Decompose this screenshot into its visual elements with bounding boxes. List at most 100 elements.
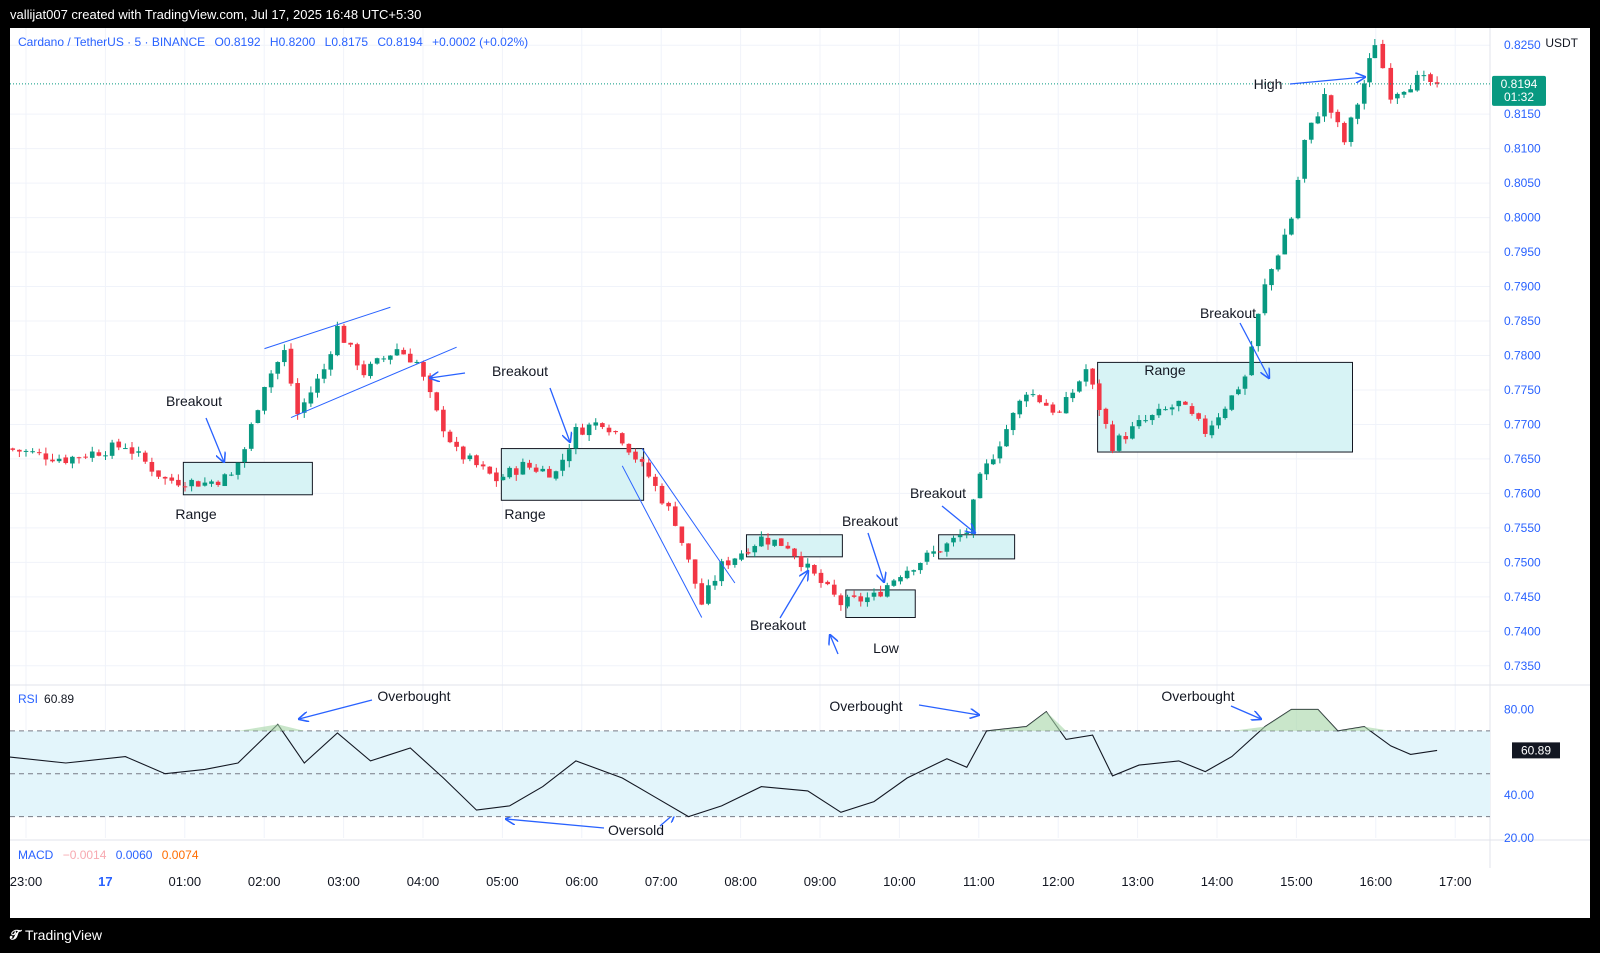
- candle-body: [1315, 116, 1321, 124]
- time-tick-label: 15:00: [1280, 874, 1313, 889]
- rsi-legend[interactable]: RSI 60.89: [18, 692, 74, 706]
- tv-logo-icon: 𝓣: [10, 927, 20, 942]
- candle-body: [891, 580, 897, 586]
- candle-body: [1189, 406, 1195, 414]
- annotation-label: Breakout: [492, 363, 548, 379]
- candle-body: [109, 442, 115, 456]
- currency-label[interactable]: USDT: [1545, 36, 1578, 50]
- candle-body: [454, 441, 459, 447]
- candle-body: [361, 364, 367, 376]
- candle-body: [666, 502, 671, 507]
- candle-body: [838, 595, 844, 606]
- candle-body: [520, 461, 526, 475]
- countdown-value: 01:32: [1504, 90, 1534, 104]
- last-price-value: 0.8194: [1501, 77, 1538, 91]
- annotation-arrow: [430, 373, 466, 378]
- attribution-text: vallijat007 created with TradingView.com…: [10, 7, 422, 22]
- candle-body: [1063, 397, 1069, 414]
- candle-body: [692, 559, 698, 584]
- candle-body: [633, 451, 638, 460]
- candle-body: [494, 472, 499, 482]
- candle-body: [407, 353, 413, 363]
- candle-body: [871, 592, 877, 597]
- symbol-name[interactable]: Cardano / TetherUS · 5 · BINANCE: [18, 35, 206, 49]
- range-box: [182, 461, 313, 496]
- time-tick-label: 04:00: [407, 874, 440, 889]
- candle-body: [262, 386, 267, 411]
- candle-body: [229, 474, 234, 476]
- candle-body: [434, 392, 440, 411]
- candle-body: [533, 467, 539, 472]
- macd-legend[interactable]: MACD −0.0014 0.0060 0.0074: [18, 848, 205, 862]
- candle-body: [1130, 426, 1135, 439]
- time-tick-label: 16:00: [1360, 874, 1393, 889]
- candle-body: [831, 584, 837, 595]
- candle-body: [659, 485, 665, 504]
- price-tick-label: 0.7600: [1504, 486, 1541, 500]
- time-tick-label: 08:00: [724, 874, 757, 889]
- annotation-label: Breakout: [910, 485, 966, 501]
- candle-body: [56, 458, 62, 462]
- candle-body: [971, 499, 976, 534]
- candle-body: [1275, 255, 1281, 270]
- time-tick-label: 01:00: [169, 874, 202, 889]
- candle-body: [626, 443, 632, 453]
- candle-body: [447, 431, 453, 443]
- candle-body: [500, 476, 506, 481]
- tradingview-logo[interactable]: 𝓣 TradingView: [10, 927, 102, 943]
- candle-body: [931, 551, 936, 554]
- annotation-label: Breakout: [750, 617, 806, 633]
- candle-body: [136, 451, 141, 453]
- price-tick-label: 0.8050: [1504, 176, 1541, 190]
- time-tick-label: 11:00: [963, 874, 995, 889]
- candle-body: [374, 358, 380, 364]
- macd-label[interactable]: MACD: [18, 848, 54, 862]
- candle-body: [1302, 139, 1307, 179]
- candle-body: [1289, 218, 1294, 235]
- candle-body: [96, 452, 102, 456]
- candle-body: [672, 506, 678, 526]
- candle-body: [1196, 413, 1201, 419]
- candle-body: [10, 448, 16, 450]
- candle-body: [1024, 394, 1029, 402]
- candle-body: [884, 585, 890, 597]
- candle-body: [348, 342, 353, 345]
- time-tick-label: 06:00: [566, 874, 599, 889]
- candle-body: [507, 467, 512, 478]
- time-tick-label: 14:00: [1201, 874, 1234, 889]
- candle-body: [421, 361, 426, 377]
- candle-body: [467, 455, 473, 460]
- chart-canvas[interactable]: 23:00 17 01:00 02:00 03:00 04:00 05:00 06:00 07:…: [10, 28, 1590, 918]
- rsi-label[interactable]: RSI: [18, 692, 39, 706]
- rsi-tick-label: 20.00: [1504, 831, 1534, 845]
- candle-body: [83, 456, 88, 458]
- candle-body: [553, 471, 559, 479]
- candle-body: [1149, 415, 1155, 421]
- candle-body: [586, 424, 592, 436]
- candle-body: [460, 446, 466, 460]
- candle-body: [1050, 404, 1056, 413]
- channel-lower-line: [290, 346, 457, 419]
- candle-body: [1110, 424, 1115, 452]
- symbol-legend[interactable]: Cardano / TetherUS · 5 · BINANCE O0.8192…: [18, 35, 534, 49]
- candle-body: [116, 441, 122, 448]
- annotation-label: Range: [175, 506, 216, 522]
- top-bar: vallijat007 created with TradingView.com…: [0, 0, 1600, 28]
- candle-body: [1123, 436, 1129, 440]
- annotation-arrow: [941, 505, 975, 533]
- candle-body: [30, 451, 35, 453]
- candle-body: [1308, 122, 1314, 140]
- ohlc-low: L0.8175: [324, 35, 369, 49]
- candle-body: [189, 479, 194, 487]
- candle-body: [1116, 435, 1122, 451]
- candle-body: [1249, 346, 1254, 376]
- candle-body: [739, 553, 744, 560]
- candle-body: [1222, 408, 1228, 419]
- candle-body: [1434, 82, 1440, 84]
- time-tick-label: 17:00: [1439, 874, 1472, 889]
- candle-body: [1328, 95, 1334, 113]
- candle-body: [527, 462, 532, 468]
- macd-value-2: 0.0060: [115, 848, 153, 862]
- footer-bar: 𝓣 TradingView: [0, 918, 1600, 953]
- candle-body: [202, 482, 208, 486]
